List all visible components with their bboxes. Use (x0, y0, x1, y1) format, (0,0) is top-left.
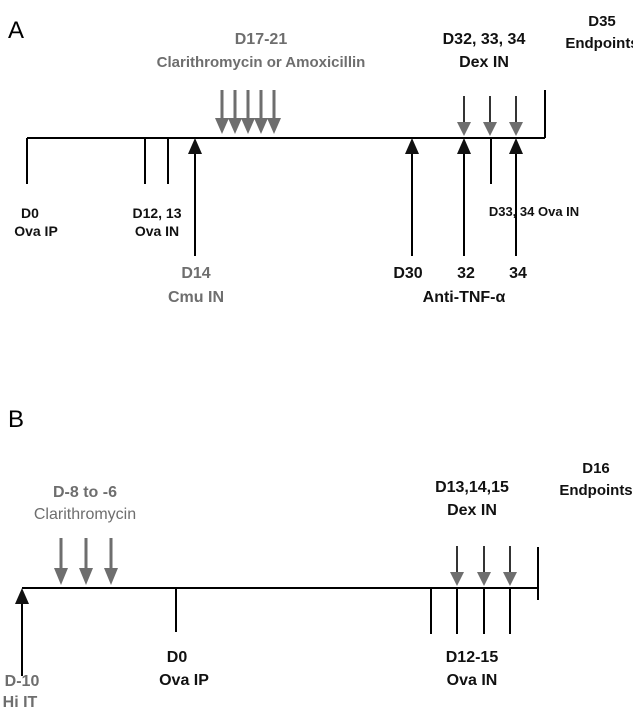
panel-a-day34: 34 (509, 265, 527, 282)
panel-a-d0-label: Ova IP (14, 223, 58, 239)
antibiotic-arrows-a (215, 90, 281, 134)
panel-a-endpoint-label: Endpoints (565, 35, 633, 52)
panel-a-endpoint-day: D35 (588, 13, 616, 30)
panel-b-endpoint-label: Endpoints (559, 482, 632, 499)
panel-b-d12-day: D12-15 (446, 649, 499, 666)
panel-b-endpoint-day: D16 (582, 460, 610, 477)
panel-b-dex-days: D13,14,15 (435, 479, 509, 496)
antibiotic-arrows-b (54, 538, 118, 585)
panel-a-d30-day: D30 (393, 265, 422, 282)
panel-a-antibiotic-label: Clarithromycin or Amoxicillin (157, 54, 366, 71)
panel-a-antibiotic-days: D17-21 (235, 31, 288, 48)
panel-a-d12-label: Ova IN (135, 223, 179, 239)
panel-b-dminus10-arrowhead (15, 588, 29, 604)
panel-b-dex-label: Dex IN (447, 502, 497, 519)
panel-b-letter: B (8, 406, 24, 433)
panel-b-d0-day: D0 (167, 649, 188, 666)
panel-b-dminus10-day: D-10 (5, 673, 40, 690)
panel-a-dex-days: D32, 33, 34 (443, 31, 526, 48)
panel-a-anti-tnf-label: Anti-TNF-α (423, 289, 506, 306)
panel-a-d12-day: D12, 13 (132, 205, 181, 221)
panel-a-d33-label: D33, 34 Ova IN (489, 204, 579, 219)
dex-arrows-a (457, 96, 523, 136)
panel-a-d14-arrowhead (188, 138, 202, 154)
panel-a-day32-arrowhead (457, 138, 471, 154)
panel-a-day34-arrowhead (509, 138, 523, 154)
panel-b-dminus10-label: Hi IT (3, 694, 38, 710)
panel-a-dex-label: Dex IN (459, 54, 509, 71)
panel-a-d14-label: Cmu IN (168, 289, 224, 306)
panel-b-antibiotic-days: D-8 to -6 (53, 484, 117, 501)
panel-b-d0-label: Ova IP (159, 672, 209, 689)
panel-b: B D16 Endpoints D-8 to -6 Clarithromycin… (3, 406, 633, 710)
dex-arrows-b (450, 546, 517, 586)
panel-b-antibiotic-label: Clarithromycin (34, 506, 136, 523)
panel-a-day32: 32 (457, 265, 475, 282)
panel-a: A D35 Endpoints D17-21 Clarithromycin or… (8, 13, 633, 306)
panel-a-d14-day: D14 (181, 265, 210, 282)
panel-a-d30-arrowhead (405, 138, 419, 154)
panel-a-d0-day: D0 (21, 205, 39, 221)
panel-a-letter: A (8, 17, 24, 44)
panel-b-d12-label: Ova IN (447, 672, 498, 689)
